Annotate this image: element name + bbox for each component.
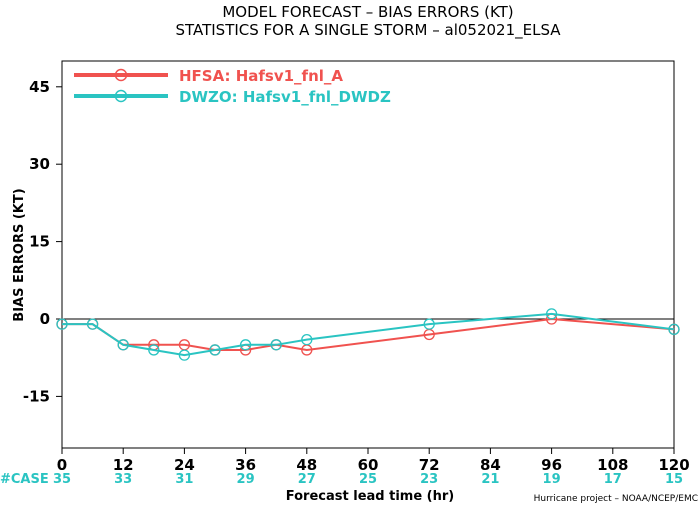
y-axis-label: BIAS ERRORS (KT)	[12, 188, 27, 321]
legend: HFSA: Hafsv1_fnl_A DWZO: Hafsv1_fnl_DWDZ	[74, 67, 391, 106]
case-label: #CASE	[0, 472, 49, 487]
case-counts: 35 33 31 29 27 25 23 21 19 17 15	[53, 472, 683, 487]
series-point	[86, 318, 99, 330]
plot-area	[61, 60, 675, 449]
case-count: 33	[114, 472, 132, 487]
y-axis-ticks: 45 30 15 0 -15	[23, 78, 62, 405]
x-tick-label: 96	[541, 456, 562, 474]
case-count: 19	[543, 472, 561, 487]
series-point	[148, 344, 160, 356]
case-count: 31	[175, 472, 193, 487]
legend-swatch-marker	[114, 89, 128, 103]
series-point	[56, 318, 68, 330]
x-tick-label: 12	[113, 456, 134, 474]
x-axis-label: Forecast lead time (hr)	[286, 489, 454, 504]
legend-swatch-marker	[114, 68, 128, 82]
x-tick-label: 24	[174, 456, 195, 474]
y-tick-label: 45	[29, 78, 50, 96]
series-point	[545, 308, 558, 320]
case-count: 21	[481, 472, 499, 487]
series-point	[423, 318, 435, 330]
series-point	[239, 339, 252, 351]
case-count: 29	[237, 472, 255, 487]
x-tick-label: 60	[358, 456, 379, 474]
x-tick-label: 84	[480, 456, 501, 474]
series-point	[668, 323, 680, 335]
series-line	[62, 312, 675, 357]
y-tick-label: 0	[40, 310, 50, 328]
case-count: 23	[420, 472, 438, 487]
series-point	[117, 339, 129, 351]
series-point	[209, 344, 221, 356]
x-tick-label: 108	[597, 456, 628, 474]
plot-frame	[61, 60, 675, 449]
x-tick-label: 120	[658, 456, 689, 474]
case-count: 25	[359, 472, 377, 487]
x-axis-ticks: 0 12 24 36 48 60 72 84 96 108 120	[57, 448, 690, 474]
x-tick-label: 0	[57, 456, 67, 474]
credit-text: Hurricane project – NOAA/NCEP/EMC	[534, 494, 698, 504]
x-tick-label: 72	[419, 456, 440, 474]
x-tick-label: 48	[296, 456, 317, 474]
series-point	[301, 333, 313, 346]
case-count: 15	[665, 472, 683, 487]
legend-label: HFSA: Hafsv1_fnl_A	[179, 67, 343, 85]
legend-label: DWZO: Hafsv1_fnl_DWDZ	[179, 88, 391, 106]
case-count: 35	[53, 472, 71, 487]
x-tick-label: 36	[235, 456, 256, 474]
case-count: 17	[604, 472, 622, 487]
y-tick-label: -15	[23, 387, 50, 405]
series-point	[270, 339, 282, 351]
case-count: 27	[298, 472, 316, 487]
y-tick-label: 30	[29, 155, 50, 173]
chart-subtitle: STATISTICS FOR A SINGLE STORM – al052021…	[175, 21, 561, 40]
series-layer	[56, 308, 680, 361]
y-tick-label: 15	[29, 233, 50, 251]
chart-title: MODEL FORECAST – BIAS ERRORS (KT)	[222, 3, 513, 21]
series-point	[178, 349, 191, 361]
